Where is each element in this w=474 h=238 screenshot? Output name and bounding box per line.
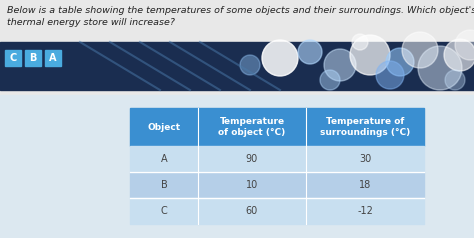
Circle shape (320, 70, 340, 90)
Text: -12: -12 (357, 206, 373, 216)
Circle shape (350, 35, 390, 75)
Text: 90: 90 (246, 154, 258, 164)
Circle shape (262, 40, 298, 76)
Text: 18: 18 (359, 180, 371, 190)
Bar (130, 146, 198, 172)
Bar (5, 50, 21, 66)
Text: B: B (29, 53, 36, 63)
Circle shape (386, 48, 414, 76)
Text: A: A (161, 154, 167, 164)
Text: 30: 30 (359, 154, 371, 164)
Bar (198, 198, 306, 224)
Bar (306, 172, 424, 198)
Circle shape (445, 70, 465, 90)
Text: 10: 10 (246, 180, 258, 190)
Text: C: C (9, 53, 17, 63)
Bar (25, 50, 41, 66)
Circle shape (324, 49, 356, 81)
Bar (45, 50, 61, 66)
Text: C: C (161, 206, 167, 216)
Circle shape (455, 30, 474, 60)
Bar (130, 198, 198, 224)
Circle shape (352, 34, 368, 50)
Bar (198, 108, 306, 146)
Bar (306, 146, 424, 172)
Circle shape (240, 55, 260, 75)
Bar (198, 172, 306, 198)
Text: thermal energy store will increase?: thermal energy store will increase? (7, 18, 175, 27)
Text: 60: 60 (246, 206, 258, 216)
Bar (0, 95, 474, 238)
Text: Temperature of
surroundings (°C): Temperature of surroundings (°C) (320, 117, 410, 137)
Text: B: B (161, 180, 167, 190)
Bar (306, 198, 424, 224)
Circle shape (402, 32, 438, 68)
Circle shape (298, 40, 322, 64)
Bar (130, 108, 198, 146)
Text: Temperature
of object (°C): Temperature of object (°C) (219, 117, 286, 137)
Text: A: A (49, 53, 57, 63)
Bar (306, 108, 424, 146)
Circle shape (418, 46, 462, 90)
Bar (130, 172, 198, 198)
Circle shape (444, 39, 474, 71)
Bar (198, 146, 306, 172)
Circle shape (376, 61, 404, 89)
Text: Below is a table showing the temperatures of some objects and their surroundings: Below is a table showing the temperature… (7, 6, 474, 15)
Text: Object: Object (147, 123, 181, 132)
Bar (0, 42, 474, 90)
